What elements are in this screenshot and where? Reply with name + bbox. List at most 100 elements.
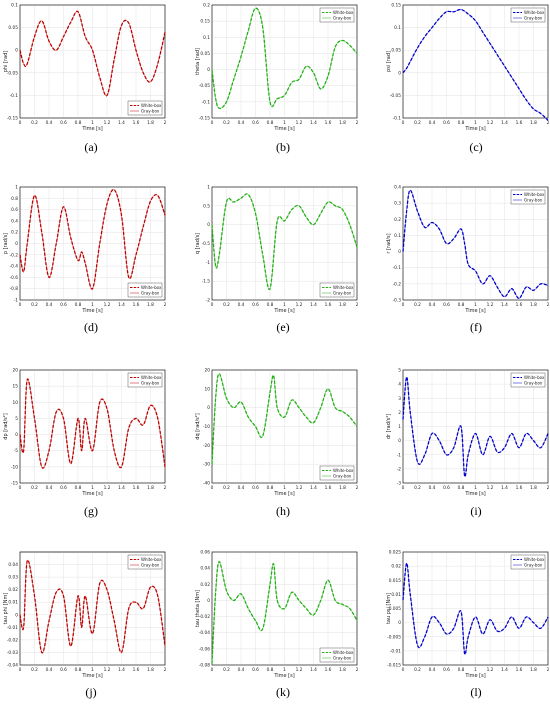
- x-tick-label: 1.6: [516, 120, 523, 126]
- x-tick-label: 0.8: [75, 485, 82, 491]
- y-axis-label: r [rad/s]: [386, 233, 392, 253]
- y-tick-label: -2: [397, 466, 402, 472]
- panel-label-f: (f): [470, 320, 482, 334]
- x-tick-label: 1.4: [118, 120, 125, 126]
- legend-entry-label: White-box: [524, 557, 545, 562]
- panel-label-c: (c): [469, 140, 483, 154]
- x-tick-label: 0.2: [223, 485, 230, 491]
- y-tick-label: -0.01: [7, 625, 18, 631]
- x-tick-label: 0.4: [46, 120, 53, 126]
- y-tick-label: 0.4: [394, 185, 401, 191]
- x-tick-label: 0.6: [443, 485, 450, 491]
- y-tick-label: 20: [205, 368, 211, 374]
- legend-box: [127, 282, 163, 298]
- x-tick-label: 1.4: [118, 302, 125, 308]
- x-tick-label: 0.4: [238, 302, 245, 308]
- y-tick-label: 0.05: [200, 51, 210, 57]
- y-tick-label: -0.015: [387, 663, 401, 669]
- x-tick-label: 0: [211, 667, 214, 673]
- x-tick-label: 0.6: [60, 302, 67, 308]
- chart-panel-k: 0 0.2 0.4 0.6 0.8 1 1.2 1.4 1.6 1.8 2 -0.08 -0.06 -0.…: [195, 550, 359, 680]
- x-tick-label: 1.6: [516, 302, 523, 308]
- legend-box: [510, 7, 546, 23]
- x-axis-label: Time [s]: [273, 126, 294, 132]
- x-tick-label: 1.2: [296, 667, 303, 673]
- y-axis-label: theta [rad]: [195, 48, 201, 75]
- y-tick-label: -0.03: [7, 650, 18, 656]
- axes-frame: [211, 551, 358, 666]
- legend-entry-label: Gray-box: [524, 562, 543, 567]
- y-tick-label: -0.2: [10, 252, 19, 258]
- x-tick-label: 1.8: [147, 485, 154, 491]
- legend-entry-label: Gray-box: [524, 197, 543, 202]
- y-tick-label: 0.01: [391, 592, 401, 598]
- x-tick-label: 1.8: [339, 120, 346, 126]
- y-tick-label: 0.8: [11, 196, 18, 202]
- x-tick-label: 2: [164, 120, 167, 126]
- x-tick-label: 0.8: [267, 302, 274, 308]
- y-tick-label: -1: [397, 452, 402, 458]
- x-tick-label: 1.8: [339, 485, 346, 491]
- legend-box: [319, 7, 355, 23]
- x-tick-label: 1.8: [530, 302, 537, 308]
- y-tick-label: -15: [11, 481, 18, 487]
- panel-label-b: (b): [276, 140, 290, 154]
- y-tick-label: 0.5: [203, 203, 210, 209]
- x-axis-label: Time [s]: [464, 673, 485, 679]
- y-tick-label: 0.04: [8, 562, 18, 568]
- x-tick-label: 0.8: [458, 302, 465, 308]
- x-tick-label: 2: [356, 302, 359, 308]
- x-axis-label: Time [s]: [81, 491, 102, 497]
- legend-box: [510, 189, 546, 205]
- x-tick-label: 0: [402, 302, 405, 308]
- x-tick-label: 0.2: [223, 120, 230, 126]
- y-tick-label: 0.02: [8, 587, 18, 593]
- x-tick-label: 0: [211, 485, 214, 491]
- y-tick-label: 5: [398, 368, 401, 374]
- y-tick-label: 10: [205, 386, 211, 392]
- panel-label-h: (h): [276, 504, 290, 518]
- x-tick-label: 1.6: [325, 302, 332, 308]
- x-tick-label: 1.2: [104, 302, 111, 308]
- y-tick-label: -5: [14, 448, 19, 454]
- legend-entry-label: Gray-box: [333, 473, 352, 478]
- series-line-white-box: [402, 376, 549, 478]
- y-tick-label: -0.05: [390, 93, 401, 99]
- x-tick-label: 1.4: [118, 667, 125, 673]
- x-tick-label: 1.6: [516, 485, 523, 491]
- y-tick-label: -0.15: [199, 116, 210, 122]
- x-tick-label: 2: [547, 485, 550, 491]
- x-tick-label: 1: [283, 302, 286, 308]
- x-tick-label: 0.8: [458, 485, 465, 491]
- x-tick-label: 2: [164, 485, 167, 491]
- x-axis-label: Time [s]: [273, 491, 294, 497]
- series-line-gray-box: [211, 7, 358, 109]
- x-tick-label: 1: [91, 667, 94, 673]
- x-tick-label: 0.2: [414, 302, 421, 308]
- chart-panel-b: 0 0.2 0.4 0.6 0.8 1 1.2 1.4 1.6 1.8 2 -0.15 -0.1 -0.0…: [195, 3, 359, 133]
- x-tick-label: 0.6: [443, 667, 450, 673]
- axes-frame: [211, 186, 358, 301]
- legend-entry-label: Gray-box: [524, 380, 543, 385]
- legend-box: [319, 465, 355, 481]
- x-tick-label: 0.2: [414, 667, 421, 673]
- y-tick-label: 20: [13, 368, 19, 374]
- x-tick-label: 0.2: [223, 667, 230, 673]
- y-axis-label: tau psi [Nm]: [386, 593, 392, 624]
- y-tick-label: -0.6: [10, 275, 19, 281]
- x-tick-label: 1.8: [530, 485, 537, 491]
- x-tick-label: 0: [19, 667, 22, 673]
- legend-box: [127, 100, 163, 116]
- panel-label-k: (k): [276, 685, 290, 699]
- x-tick-label: 0.6: [60, 120, 67, 126]
- x-tick-label: 0.4: [238, 120, 245, 126]
- x-tick-label: 0.4: [46, 667, 53, 673]
- y-tick-label: 0: [15, 612, 18, 618]
- chart-panel-a: 0 0.2 0.4 0.6 0.8 1 1.2 1.4 1.6 1.8 2 -0.15 -0.1 -0.0…: [3, 3, 167, 133]
- y-tick-label: 0: [207, 222, 210, 228]
- axes-frame: [19, 551, 166, 666]
- y-tick-label: 0.1: [11, 3, 18, 9]
- y-tick-label: 0.025: [389, 550, 402, 556]
- x-tick-label: 0: [211, 120, 214, 126]
